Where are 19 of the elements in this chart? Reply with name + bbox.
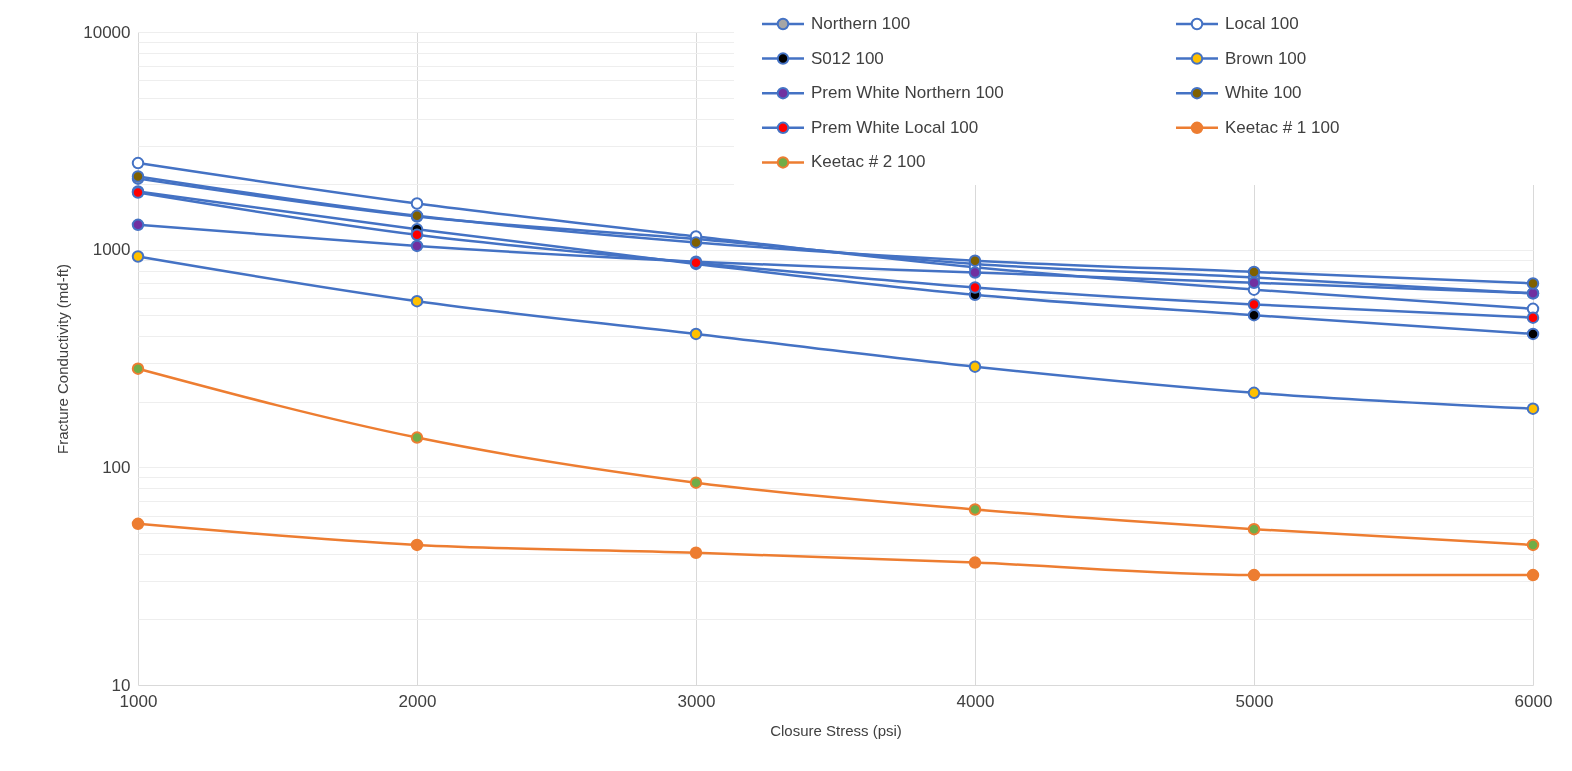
y-tick-label: 100 <box>102 457 131 477</box>
x-tick-label: 5000 <box>1235 691 1274 711</box>
legend-label: Brown 100 <box>1225 48 1307 68</box>
x-tick-label: 4000 <box>956 691 995 711</box>
legend-label: Local 100 <box>1225 14 1299 33</box>
legend-label: S012 100 <box>811 48 884 68</box>
legend-label: Keetac # 1 100 <box>1225 117 1340 137</box>
x-tick-label: 3000 <box>677 691 716 711</box>
x-axis-title: Closure Stress (psi) <box>770 721 902 739</box>
y-tick-label: 1000 <box>92 240 131 260</box>
legend-label: Northern 100 <box>811 14 911 33</box>
legend-label: Prem White Local 100 <box>811 117 979 137</box>
legend-label: Prem White Northern 100 <box>811 83 1004 103</box>
legend-label: Keetac # 2 100 <box>811 152 926 172</box>
y-axis-title: Fracture Conductivity (md-ft) <box>54 263 72 455</box>
y-tick-label: 10000 <box>83 22 131 42</box>
legend-label: White 100 <box>1225 83 1302 103</box>
x-tick-label: 6000 <box>1514 691 1553 711</box>
x-tick-label: 2000 <box>398 691 437 711</box>
